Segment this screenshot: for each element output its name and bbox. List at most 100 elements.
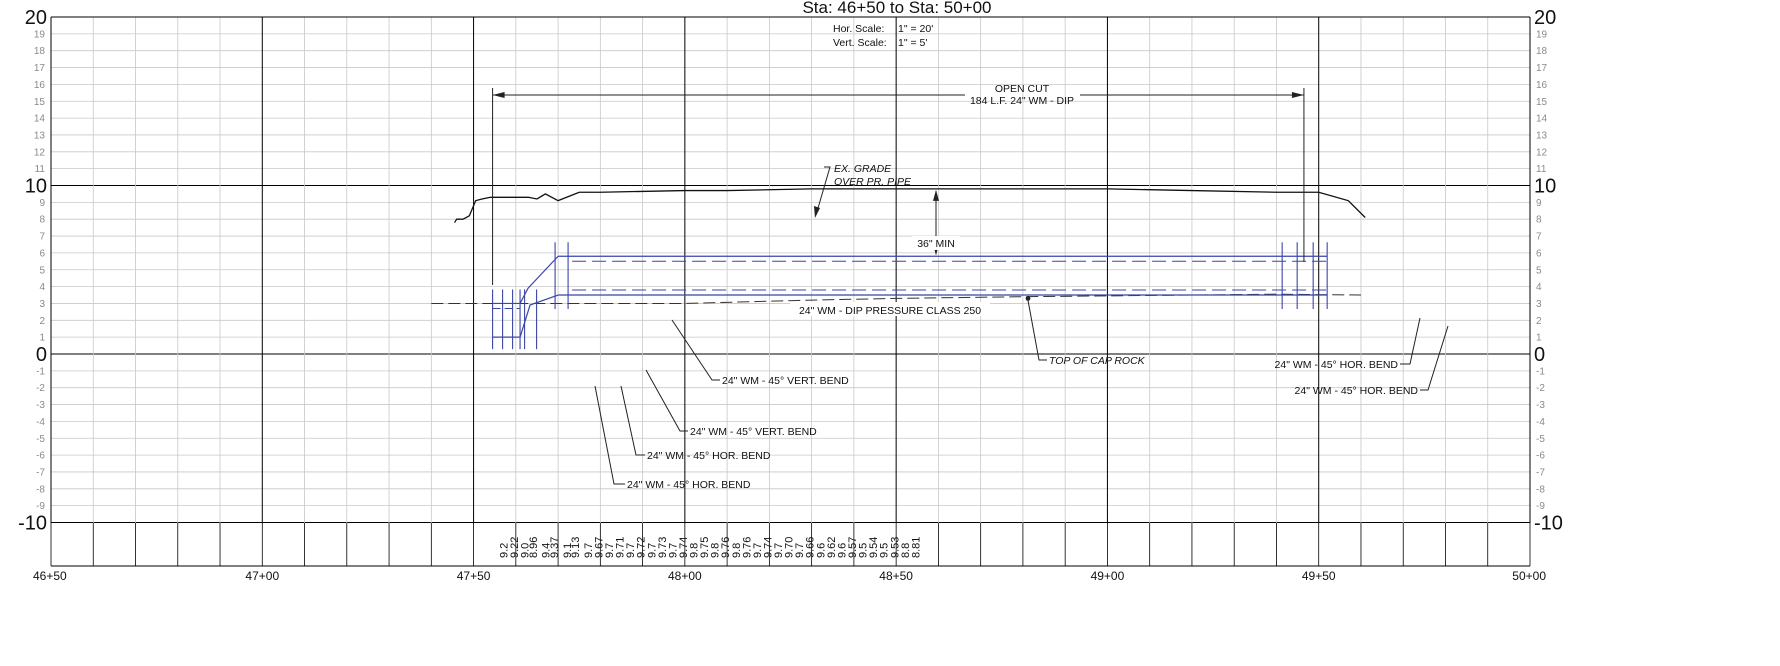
elevation-tick-right: -1 bbox=[1536, 366, 1545, 377]
elevation-tick-left: -5 bbox=[36, 434, 45, 445]
elevation-tick-right: 1 bbox=[1536, 333, 1542, 344]
elevation-major-right: 20 bbox=[1534, 7, 1556, 29]
ex-grade-sub-label: OVER PR. PIPE bbox=[834, 176, 912, 188]
hor-bend-leader-1 bbox=[620, 385, 645, 456]
elevation-tick-right: -9 bbox=[1536, 501, 1545, 512]
elevation-value: 9.62 bbox=[826, 537, 838, 558]
elevation-tick-left: 7 bbox=[39, 232, 45, 243]
elevation-tick-right: -7 bbox=[1536, 467, 1545, 478]
elevation-tick-right: 13 bbox=[1536, 130, 1548, 141]
open-cut-length-label: 184 L.F. 24" WM - DIP bbox=[970, 95, 1074, 107]
elevation-tick-left: 13 bbox=[34, 130, 46, 141]
elevation-value: 9.7 bbox=[583, 543, 595, 558]
hor-bend-label-left-2: 24" WM - 45° HOR. BEND bbox=[627, 479, 751, 491]
min-cover-arrow-top bbox=[933, 189, 939, 201]
elevation-tick-left: -1 bbox=[36, 366, 45, 377]
elevation-value: 9.67 bbox=[593, 537, 605, 558]
elevation-major-right: -10 bbox=[1534, 513, 1563, 535]
scale-block: Hor. Scale: 1" = 20' Vert. Scale: 1" = 5… bbox=[833, 23, 933, 49]
elevation-value: 8.81 bbox=[910, 537, 922, 558]
elevation-tick-left: -7 bbox=[36, 467, 45, 478]
elevation-major-left: 0 bbox=[36, 344, 47, 366]
elevation-tick-left: 6 bbox=[39, 248, 45, 259]
elevation-value: 9.53 bbox=[889, 537, 901, 558]
elevation-value: 9.6 bbox=[836, 543, 848, 558]
cap-rock-label: TOP OF CAP ROCK bbox=[1049, 355, 1146, 367]
elevation-tick-left: 8 bbox=[39, 215, 45, 226]
elevation-value: 9.71 bbox=[615, 537, 627, 558]
station-label: 48+50 bbox=[879, 569, 913, 583]
elevation-value: 9.8 bbox=[689, 543, 701, 558]
open-cut-label: OPEN CUT bbox=[995, 83, 1050, 95]
elevation-value: 9.74 bbox=[762, 537, 774, 558]
hor-scale-label: Hor. Scale: bbox=[833, 23, 884, 35]
elevation-value: 9.8 bbox=[731, 543, 743, 558]
hor-bend-leader-right-1 bbox=[1400, 317, 1421, 365]
elevation-tick-right: 2 bbox=[1536, 316, 1542, 327]
elevation-tick-left: -9 bbox=[36, 501, 45, 512]
station-label: 50+00 bbox=[1512, 569, 1546, 583]
elevation-value: 9.74 bbox=[678, 537, 690, 558]
elevation-value: 9.7 bbox=[773, 543, 785, 558]
elevation-tick-left: -8 bbox=[36, 484, 45, 495]
pipe-label: 24" WM - DIP PRESSURE CLASS 250 bbox=[799, 305, 981, 317]
elevation-value: 9.76 bbox=[741, 537, 753, 558]
elevation-value: 9.70 bbox=[784, 537, 796, 558]
elevation-tick-right: -3 bbox=[1536, 400, 1545, 411]
vert-bend-leader-2 bbox=[645, 369, 688, 432]
station-labels: 46+50 47+00 47+50 48+00 48+50 49+00 49+50 50+00 bbox=[33, 569, 1546, 583]
arrow-head-left bbox=[492, 92, 505, 98]
elevation-tick-right: 16 bbox=[1536, 80, 1548, 91]
elevation-tick-left: 2 bbox=[39, 316, 45, 327]
dimension-lines bbox=[492, 88, 1449, 485]
station-label: 49+00 bbox=[1091, 569, 1125, 583]
elevation-tick-left: -3 bbox=[36, 400, 45, 411]
water-main-pipe bbox=[492, 242, 1328, 350]
elevation-value: 9.1 bbox=[562, 543, 574, 558]
min-cover-label: 36" MIN bbox=[917, 238, 955, 250]
elevation-tick-left: 4 bbox=[39, 282, 45, 293]
elevation-tick-right: 5 bbox=[1536, 265, 1542, 276]
ex-grade-arrow bbox=[814, 206, 820, 218]
elevation-major-left: 10 bbox=[25, 176, 47, 198]
elevation-value: 9.0 bbox=[520, 543, 532, 558]
elevation-tick-left: 18 bbox=[34, 46, 46, 57]
elevation-value: 8.96 bbox=[528, 537, 540, 558]
elevation-major-right: 0 bbox=[1534, 344, 1545, 366]
vert-bend-leader-1 bbox=[671, 319, 720, 381]
ex-grade-leader bbox=[815, 166, 831, 216]
elevation-value: 9.7 bbox=[604, 543, 616, 558]
elevation-value: 8.8 bbox=[900, 543, 912, 558]
elevation-tick-right: 6 bbox=[1536, 248, 1542, 259]
elevation-tick-right: -5 bbox=[1536, 434, 1545, 445]
vert-scale-label: Vert. Scale: bbox=[833, 37, 887, 49]
elevation-tick-left: 19 bbox=[34, 29, 46, 40]
arrow-head-right bbox=[1291, 92, 1304, 98]
elevation-tick-left: 9 bbox=[39, 198, 45, 209]
elevation-tick-left: 15 bbox=[34, 97, 46, 108]
elevation-value: 9.73 bbox=[657, 537, 669, 558]
hor-bend-label-left-1: 24" WM - 45° HOR. BEND bbox=[647, 450, 771, 462]
hor-bend-leader-2 bbox=[594, 385, 625, 485]
elevation-value: 9.6 bbox=[815, 543, 827, 558]
elevation-tick-left: 14 bbox=[34, 114, 46, 125]
elevation-tick-right: 18 bbox=[1536, 46, 1548, 57]
elevation-tick-right: 9 bbox=[1536, 198, 1542, 209]
cap-rock-marker bbox=[1025, 295, 1031, 301]
vert-bend-lower bbox=[519, 294, 559, 338]
elevation-value: 9.7 bbox=[752, 543, 764, 558]
elevation-tick-right: 12 bbox=[1536, 147, 1548, 158]
elevation-tick-right: 17 bbox=[1536, 63, 1548, 74]
elevation-tick-left: 1 bbox=[39, 333, 45, 344]
min-cover-mask bbox=[912, 236, 960, 250]
vert-scale-value: 1" = 5' bbox=[898, 37, 927, 49]
elevation-value: 9.57 bbox=[847, 537, 859, 558]
hor-bend-leader-right-2 bbox=[1420, 325, 1449, 391]
elevation-tick-left: 11 bbox=[35, 164, 46, 175]
elevation-value: 9.7 bbox=[667, 543, 679, 558]
elevation-tick-right: -8 bbox=[1536, 484, 1545, 495]
elevation-tick-left: -2 bbox=[36, 383, 45, 394]
elevation-tick-left: -6 bbox=[36, 451, 45, 462]
